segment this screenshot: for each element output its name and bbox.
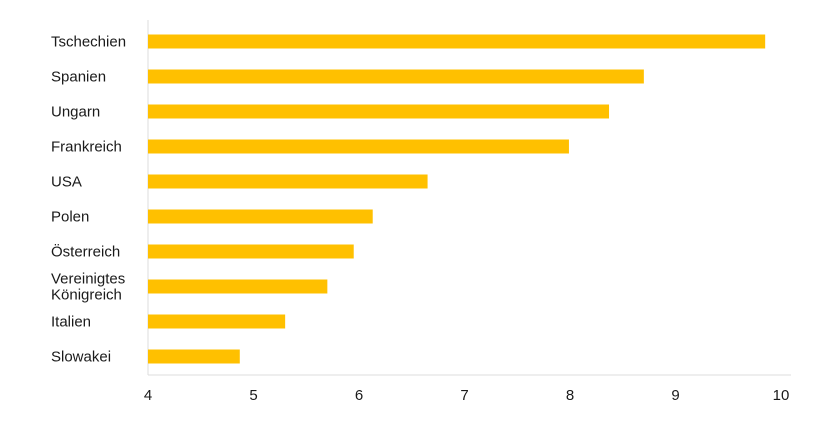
category-label-line: Königreich: [51, 287, 122, 304]
category-label-6: Österreich: [51, 243, 120, 261]
category-label-line: Spanien: [51, 69, 106, 86]
category-label-3: Frankreich: [51, 139, 122, 156]
category-label-line: Ungarn: [51, 104, 100, 121]
bar-9: [148, 349, 240, 364]
bar-1: [148, 69, 644, 84]
category-label-2: Ungarn: [51, 104, 100, 121]
x-tick-label-3: 7: [460, 387, 468, 404]
category-label-line: Polen: [51, 209, 89, 226]
bar-0: [148, 34, 766, 49]
category-label-line: Tschechien: [51, 34, 126, 51]
category-labels: Tschechien Spanien Ungarn Frankreich USA Pole…: [51, 34, 126, 366]
category-label-7: Vereinigtes Königreich: [51, 271, 125, 304]
chart-bars: [148, 34, 766, 364]
category-label-8: Italien: [51, 314, 91, 331]
bar-3: [148, 139, 569, 154]
category-label-line: Frankreich: [51, 139, 122, 156]
bar-4: [148, 174, 428, 189]
x-tick-label-0: 4: [144, 387, 152, 404]
category-label-0: Tschechien: [51, 34, 126, 51]
category-label-line: Slowakei: [51, 349, 111, 366]
bar-7: [148, 279, 328, 294]
x-tick-label-5: 9: [671, 387, 679, 404]
x-tick-label-4: 8: [566, 387, 574, 404]
category-label-line: USA: [51, 174, 82, 191]
category-label-1: Spanien: [51, 69, 106, 86]
x-tick-label-6: 10: [773, 387, 790, 404]
category-label-line: Italien: [51, 314, 91, 331]
bar-8: [148, 314, 286, 329]
category-label-line: Vereinigtes: [51, 271, 125, 288]
bar-6: [148, 244, 354, 259]
category-label-5: Polen: [51, 209, 89, 226]
bar-2: [148, 104, 610, 119]
category-label-9: Slowakei: [51, 349, 111, 366]
category-label-line: Österreich: [51, 243, 120, 261]
x-tick-labels: 4 5 6 7 8 9 10: [144, 387, 790, 404]
x-tick-label-1: 5: [249, 387, 257, 404]
x-tick-label-2: 6: [355, 387, 363, 404]
bar-5: [148, 209, 373, 224]
category-label-4: USA: [51, 174, 82, 191]
